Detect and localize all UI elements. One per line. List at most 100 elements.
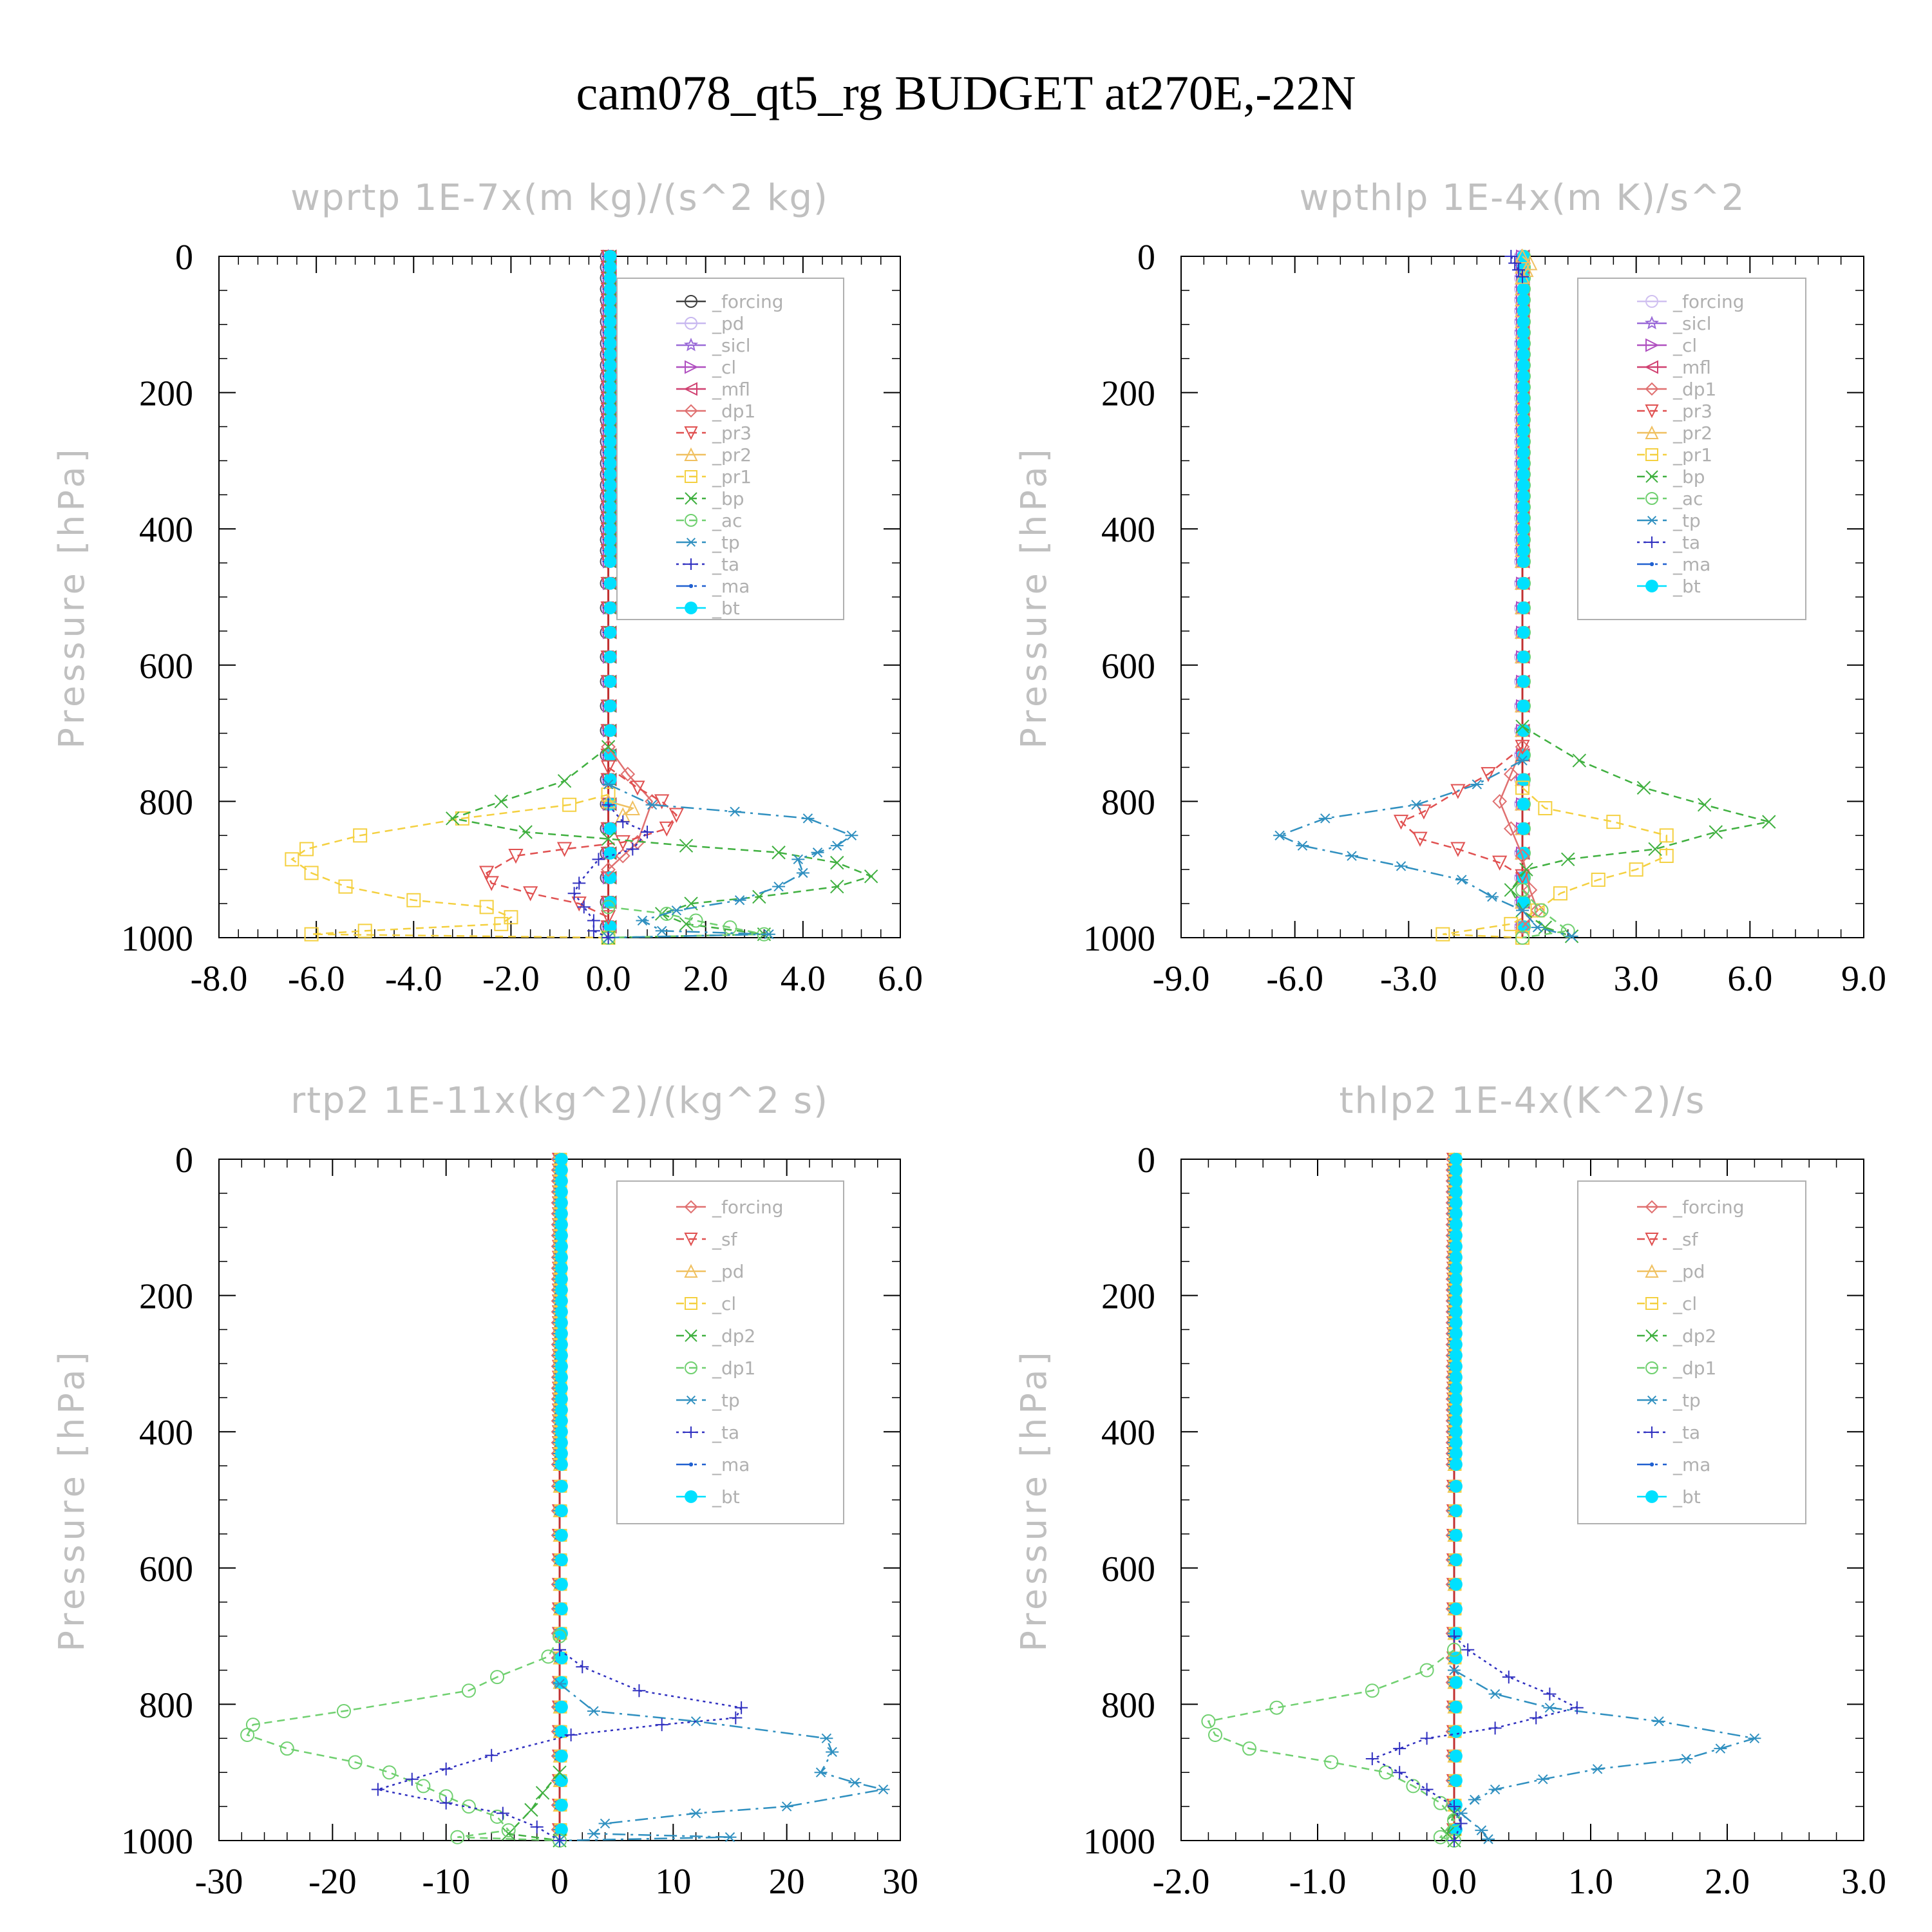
legend-item: _tp [676,532,740,553]
legend: _forcing_sicl_cl_mfl_dp1_pr3_pr2_pr1_bp_… [1577,278,1806,620]
data-point [1560,852,1575,867]
data-point [1412,831,1428,847]
data-point [524,1803,538,1817]
zero-profiles [1514,249,1531,938]
data-point [479,866,495,881]
legend-label: _dp1 [712,1358,755,1379]
legend-marker [685,317,697,330]
zero-marker [1517,724,1530,737]
y-tick-label: 0 [1137,238,1155,278]
legend-marker [684,404,698,418]
data-point [494,794,509,809]
zero-marker [555,1251,568,1264]
zero-marker [603,920,617,933]
legend-item: _tp [676,1390,740,1411]
series-line [290,793,609,939]
legend-item: _pr2 [676,444,752,466]
zero-marker [555,1447,568,1460]
zero-marker [1450,1504,1463,1517]
data-point [553,1643,566,1656]
legend-item: _sicl [676,335,751,356]
x-tick-label: -6.0 [288,959,345,999]
zero-marker [555,1207,568,1220]
zero-marker [555,1164,568,1177]
zero-marker [1517,304,1530,317]
zero-marker [603,626,617,639]
zero-marker [603,359,617,372]
legend-item: _ma [1637,1454,1710,1475]
data-point [508,849,524,864]
data-point [405,1772,419,1786]
data-point [641,826,654,839]
x-tick-label: -6.0 [1266,959,1323,999]
legend-marker [1645,338,1660,352]
zero-marker [555,1823,568,1836]
data-point [654,794,670,810]
zero-marker [1450,1774,1463,1787]
data-point [553,1765,567,1779]
zero-marker [1450,1381,1463,1395]
data-point [1365,1683,1379,1698]
zero-marker [555,1700,568,1714]
x-tick-label: 10 [655,1862,691,1902]
data-point [601,739,616,755]
zero-marker [1517,337,1530,350]
zero-marker [1450,1602,1463,1616]
data-point [830,855,844,870]
x-tick-label: 3.0 [1841,1862,1886,1902]
data-point [1570,1701,1584,1714]
legend-label: _pd [712,313,744,334]
data-point [1394,861,1408,871]
x-tick-label: -8.0 [191,959,248,999]
legend-item: _pr1 [676,466,752,488]
legend-marker [685,1490,697,1503]
zero-marker [1450,1229,1463,1242]
zero-marker [1517,773,1530,786]
series-tp [553,1678,890,1846]
legend-item: _cl [676,1293,736,1314]
series-pr1 [1435,781,1674,945]
series-tp [601,779,858,943]
data-point [1448,1800,1461,1814]
x-tick-label: 2.0 [1705,1862,1750,1902]
legend-marker [685,295,697,308]
data-point [1435,927,1450,942]
data-point [689,1808,703,1819]
zero-marker [1517,601,1530,614]
data-point [479,900,494,914]
zero-marker [1517,626,1530,639]
legend-label: _cl [1672,335,1697,356]
series-line [559,1683,884,1842]
data-point [780,1801,793,1812]
zero-marker [1450,1479,1463,1493]
y-tick-label: 800 [1101,1685,1155,1725]
legend-marker [685,1395,697,1405]
zero-marker [555,1349,568,1362]
data-point [556,842,573,857]
legend-label: _bt [712,598,740,619]
data-point [1709,825,1723,839]
data-point [864,869,878,884]
zero-marker [1450,1414,1463,1428]
legend-marker [684,1200,698,1214]
data-point [573,876,586,890]
legend-label: _pr3 [712,422,752,444]
zero-marker [1517,822,1530,835]
legend-label: _dp2 [712,1325,755,1347]
zero-marker [603,381,617,394]
legend-box [616,278,844,620]
zero-marker [603,724,617,737]
zero-marker [603,392,617,404]
data-point [1269,1700,1284,1715]
zero-marker [1517,381,1530,394]
x-tick-label: -10 [422,1862,470,1902]
zero-marker [603,370,617,383]
legend-item: _pd [676,1261,744,1282]
legend-marker [1645,382,1659,396]
zero-marker [1450,1305,1463,1318]
zero-marker [1450,1627,1463,1640]
legend-label: _tp [712,532,740,553]
legend-label: _pr1 [712,466,752,488]
data-point [1522,882,1538,898]
series-dp1 [601,739,659,877]
